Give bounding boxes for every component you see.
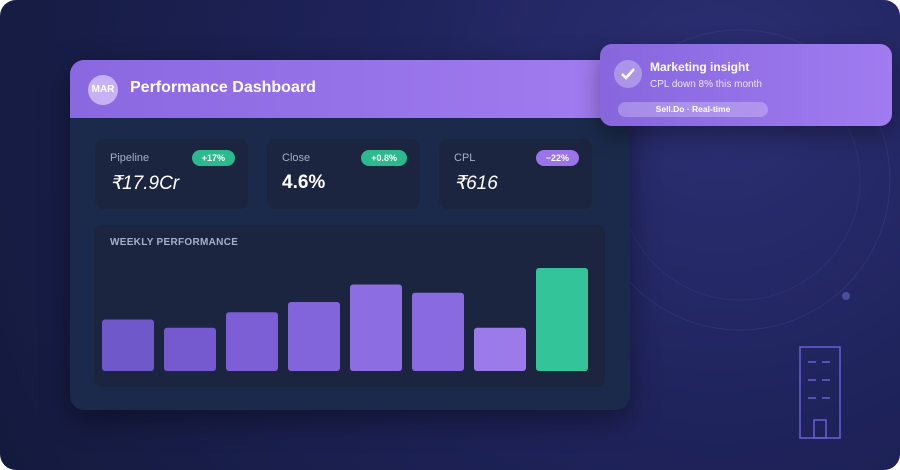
kpi-change: +0.8% <box>361 150 407 166</box>
notification-tag: Sell.Do · Real-time <box>618 102 768 117</box>
kpi-card: CPL ₹616 −22% <box>439 139 592 209</box>
bar <box>474 327 526 371</box>
chart <box>102 268 588 371</box>
kpi-label: CPL <box>454 152 476 164</box>
bar <box>412 292 464 371</box>
kpi-label: Close <box>282 152 311 164</box>
kpi-value: ₹17.9Cr <box>110 173 180 194</box>
bar <box>536 268 588 371</box>
kpi-change: −22% <box>535 150 579 166</box>
dashboard-card: MAR Performance Dashboard Pipeline ₹17.9… <box>70 60 630 410</box>
chart-panel: WEEKLY PERFORMANCE <box>94 225 605 387</box>
kpi-label: Pipeline <box>110 152 150 164</box>
header-title: Performance Dashboard <box>130 79 316 96</box>
kpi-card: Close 4.6% +0.8% <box>267 139 420 209</box>
check-icon <box>614 60 642 88</box>
chart-title: WEEKLY PERFORMANCE <box>110 237 239 248</box>
kpi-change: +17% <box>191 150 235 166</box>
kpi-value: 4.6% <box>282 172 326 193</box>
notification-text: CPL down 8% this month <box>650 79 762 90</box>
bar <box>164 327 216 371</box>
avatar-badge: MAR <box>88 75 118 105</box>
kpi-card: Pipeline ₹17.9Cr +17% <box>95 139 248 209</box>
kpi-value: ₹616 <box>454 173 498 194</box>
bar <box>226 312 278 371</box>
header: MAR Performance Dashboard <box>70 60 630 118</box>
bar <box>288 301 340 371</box>
bar <box>350 284 402 371</box>
notification: Marketing insight CPL down 8% this month… <box>600 44 892 126</box>
bar <box>102 319 154 371</box>
notification-title: Marketing insight <box>650 60 750 74</box>
